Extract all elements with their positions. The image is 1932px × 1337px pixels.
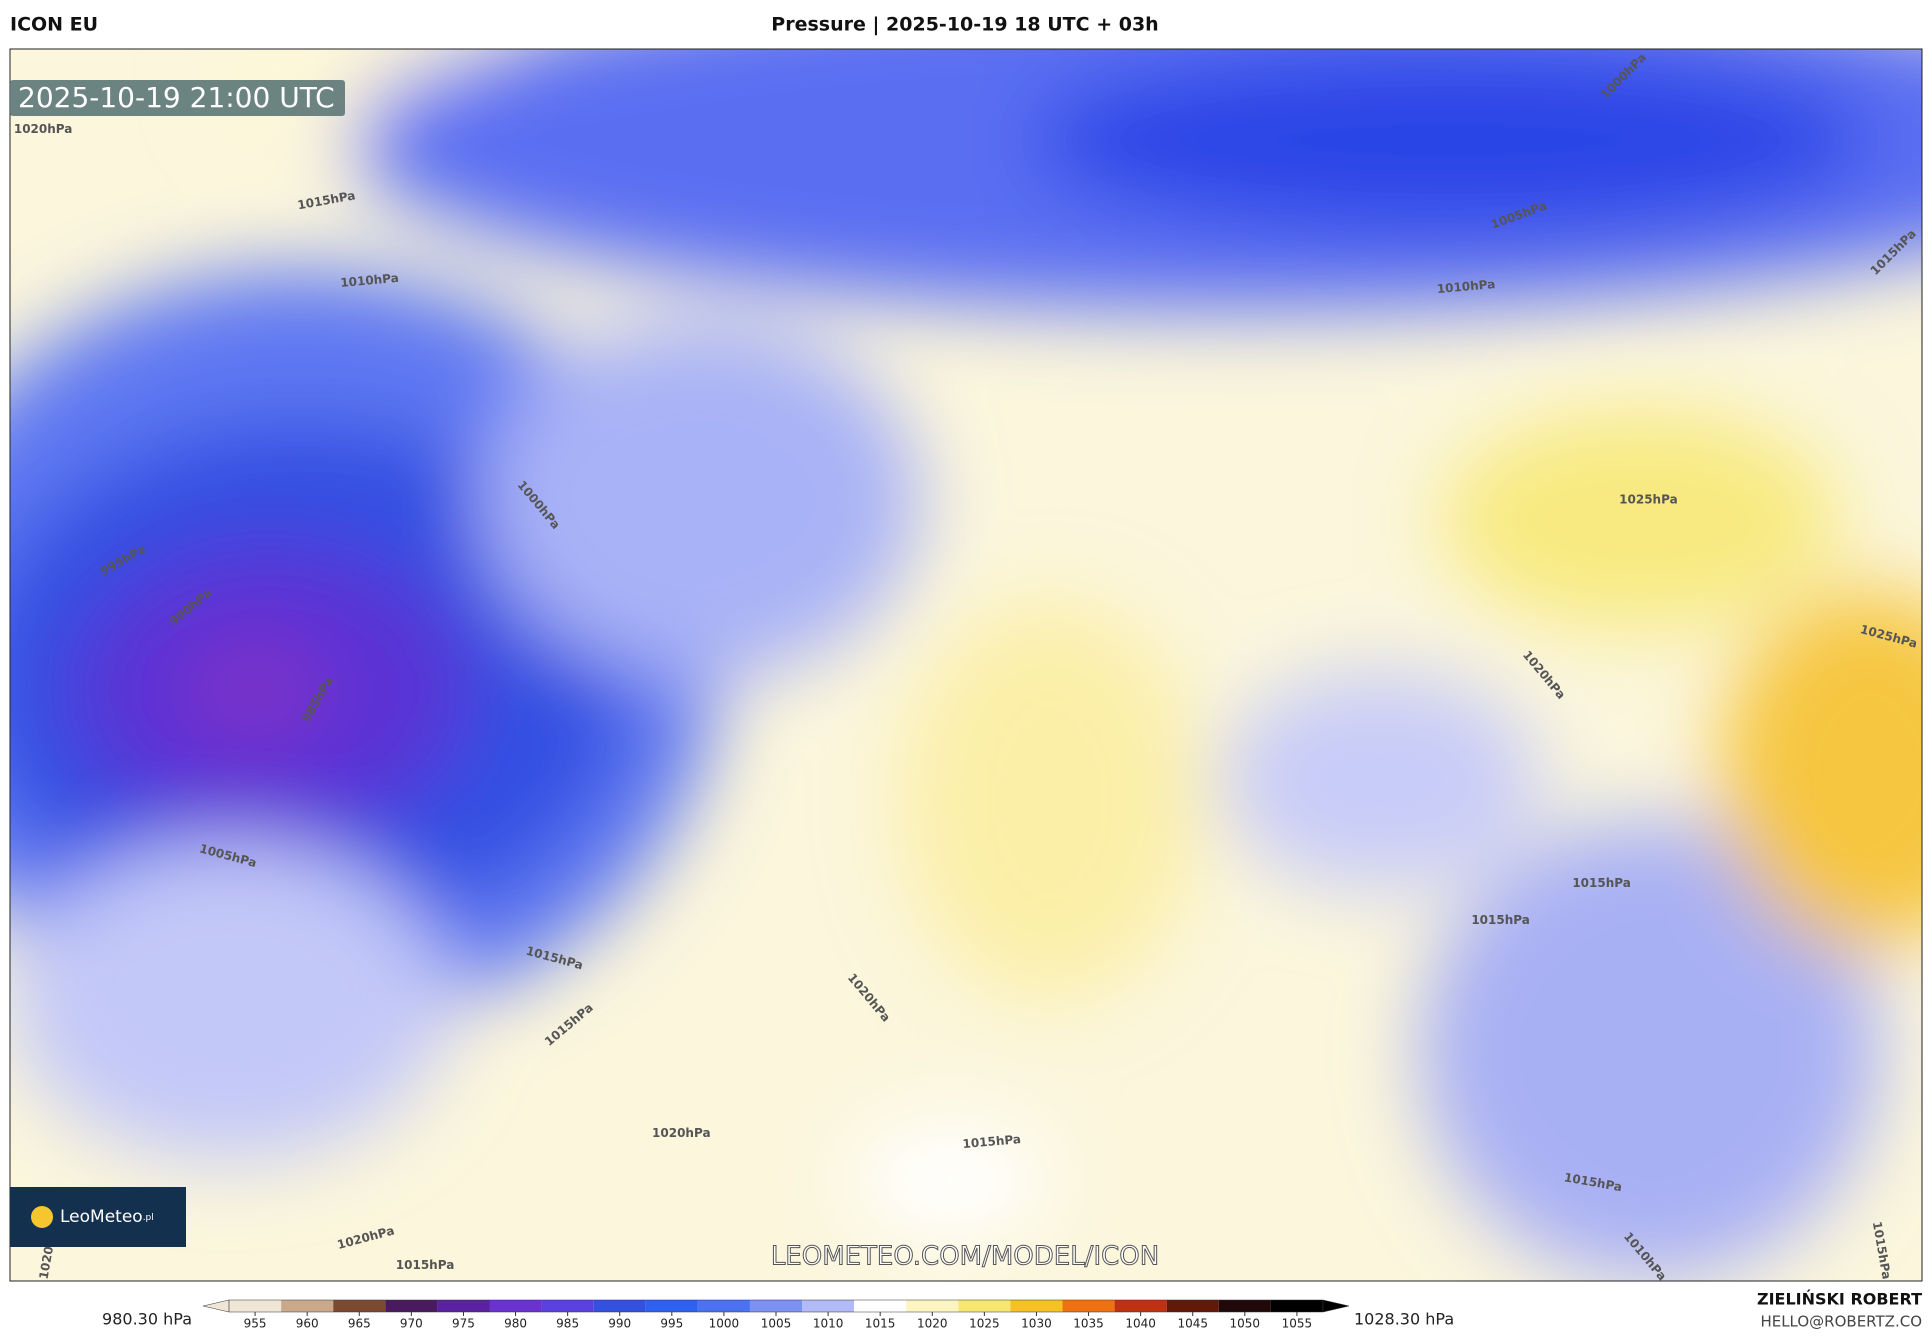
color-swatch — [645, 1300, 698, 1312]
contour-label: 1015hPa — [1572, 876, 1631, 890]
contour-label: 1015hPa — [962, 1132, 1022, 1151]
tick-label: 1025 — [969, 1317, 1000, 1331]
map — [10, 49, 1922, 1281]
tick-label: 995 — [660, 1317, 683, 1331]
tick-label: 1005 — [761, 1317, 792, 1331]
colorbar-end — [1322, 1299, 1350, 1313]
tick-label: 970 — [400, 1317, 423, 1331]
tick-label: 1020 — [917, 1317, 948, 1331]
tick-label: 1010 — [813, 1317, 844, 1331]
colorbar: 955 960 965 970 975 980 985 990 995 1000 1005 1010 1… — [202, 1299, 1350, 1331]
color-swatch — [958, 1300, 1011, 1312]
tick-label: 965 — [348, 1317, 371, 1331]
contour-label: 1020 — [37, 1245, 57, 1280]
timestamp-box — [10, 80, 345, 116]
color-swatch — [1062, 1300, 1115, 1312]
map-frame — [9, 48, 1923, 1282]
color-swatch — [697, 1300, 750, 1312]
tick-label: 990 — [608, 1317, 631, 1331]
color-swatch — [593, 1300, 646, 1312]
color-swatch — [854, 1300, 907, 1312]
contour-label: 1015hPa — [396, 1258, 455, 1272]
color-swatch — [1218, 1300, 1271, 1312]
color-swatch — [906, 1300, 959, 1312]
colorbar-start — [202, 1299, 230, 1313]
color-swatch — [281, 1300, 334, 1312]
contour-label: 1020hPa — [14, 122, 73, 136]
contour-label: 1010hPa — [1436, 277, 1496, 296]
title: Pressure | 2025-10-19 18 UTC + 03h — [771, 14, 1158, 36]
model-name: ICON EU — [10, 14, 98, 36]
color-swatch — [1166, 1300, 1219, 1312]
tick-label: 980 — [504, 1317, 527, 1331]
tick-label: 960 — [296, 1317, 319, 1331]
tick-label: 1045 — [1177, 1317, 1208, 1331]
tick-label: 985 — [556, 1317, 579, 1331]
color-swatch — [1010, 1300, 1063, 1312]
color-swatch — [749, 1300, 803, 1312]
contour-label: 1020hPa — [652, 1126, 711, 1140]
tick-label: 955 — [244, 1317, 267, 1331]
contour-label: 1015hPa — [1471, 913, 1530, 927]
tick-label: 975 — [452, 1317, 475, 1331]
logo-name: LeoMeteo — [60, 1207, 143, 1227]
pressure-field — [10, 49, 1922, 1280]
contour-label: 1010hPa — [340, 271, 400, 290]
color-swatch — [489, 1300, 542, 1312]
tick-label: 1030 — [1021, 1317, 1052, 1331]
author: ZIELIŃSKI ROBERT — [1757, 1290, 1922, 1309]
watermark: LEOMETEO.COM/MODEL/ICON — [771, 1242, 1159, 1272]
colorbar-min-label: 980.30 hPa — [102, 1310, 192, 1329]
logo-sun — [31, 1206, 53, 1228]
timestamp: 2025-10-19 21:00 UTC — [18, 81, 335, 114]
email: HELLO@ROBERTZ.CO — [1760, 1313, 1922, 1331]
tick-label: 1015 — [865, 1317, 896, 1331]
color-swatch — [1270, 1300, 1323, 1312]
tick-label: 1055 — [1282, 1317, 1313, 1331]
colorbar-max-label: 1028.30 hPa — [1354, 1310, 1454, 1329]
color-swatch — [802, 1300, 855, 1312]
color-swatch — [437, 1300, 490, 1312]
tick-label: 1050 — [1230, 1317, 1261, 1331]
logo-text: LeoMeteo.pl — [60, 1207, 154, 1227]
contour-label: 1025hPa — [1619, 493, 1678, 507]
color-swatch — [541, 1300, 594, 1312]
color-swatch — [333, 1300, 386, 1312]
color-swatch — [1114, 1300, 1167, 1312]
tick-label: 1000 — [709, 1317, 740, 1331]
colorbar-frame — [228, 1299, 1324, 1313]
tick-label: 1040 — [1125, 1317, 1156, 1331]
logo-suffix: .pl — [143, 1213, 154, 1223]
tick-label: 1035 — [1073, 1317, 1104, 1331]
color-swatch — [229, 1300, 282, 1312]
color-swatch — [385, 1300, 438, 1312]
